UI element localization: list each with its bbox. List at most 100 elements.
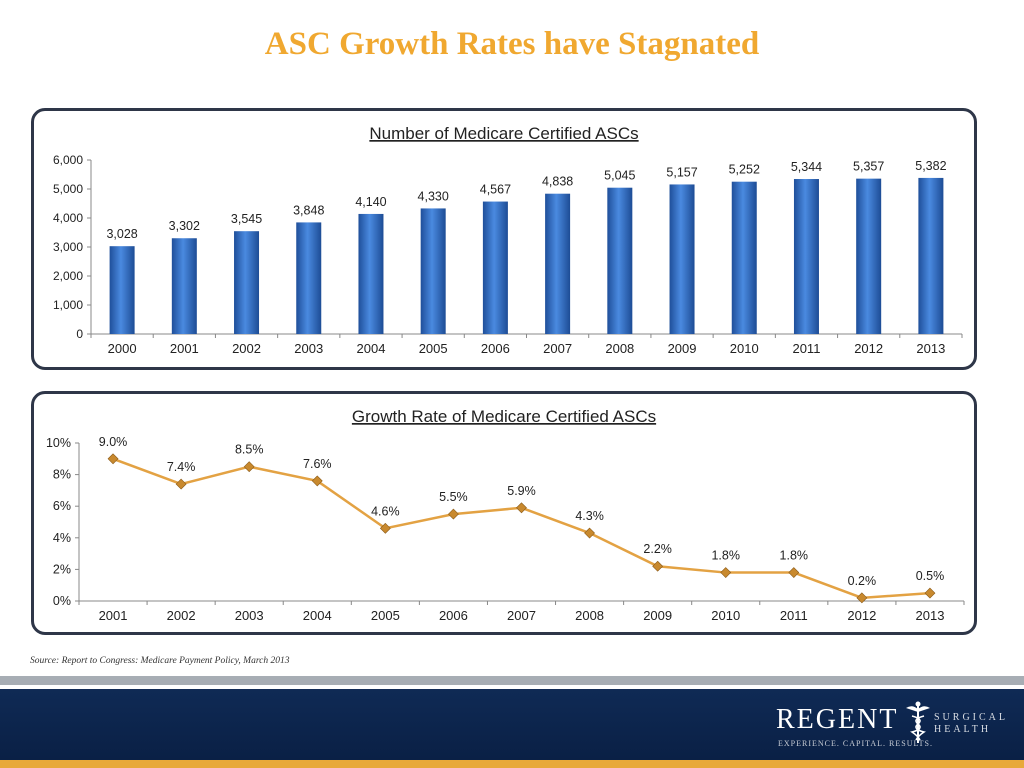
bar-x-tick-label: 2010	[730, 341, 759, 356]
bar-x-tick-label: 2007	[543, 341, 572, 356]
bar-2000	[109, 246, 135, 334]
line-x-tick-label: 2012	[847, 608, 876, 623]
line-y-tick-label: 0%	[53, 594, 71, 608]
bar-2011	[793, 179, 819, 334]
line-value-label: 2.2%	[643, 542, 672, 556]
bar-value-label: 4,838	[542, 175, 573, 189]
bar-2009	[669, 184, 695, 334]
bar-2002	[234, 231, 260, 334]
bar-x-tick-label: 2002	[232, 341, 261, 356]
line-point-2009	[652, 560, 664, 572]
bar-y-tick-label: 5,000	[53, 182, 83, 196]
bar-value-label: 5,252	[729, 163, 760, 177]
line-value-label: 5.9%	[507, 484, 536, 498]
line-value-label: 7.4%	[167, 460, 196, 474]
line-x-tick-label: 2001	[99, 608, 128, 623]
bar-value-label: 3,302	[169, 219, 200, 233]
bar-value-label: 5,382	[915, 159, 946, 173]
bar-2004	[358, 213, 384, 334]
line-value-label: 4.6%	[371, 504, 400, 518]
line-x-tick-label: 2002	[167, 608, 196, 623]
bar-x-tick-label: 2013	[916, 341, 945, 356]
footer-white-strip	[0, 685, 1024, 689]
bar-value-label: 4,140	[355, 195, 386, 209]
bar-y-tick-label: 2,000	[53, 269, 83, 283]
bar-2006	[482, 201, 508, 334]
line-point-2001	[107, 453, 119, 465]
bar-2005	[420, 208, 446, 334]
line-point-2012	[856, 592, 868, 604]
bar-x-tick-label: 2006	[481, 341, 510, 356]
line-point-2008	[584, 527, 596, 539]
footer-band	[0, 689, 1024, 760]
logo-health: HEALTH	[934, 724, 992, 735]
line-value-label: 4.3%	[575, 509, 604, 523]
line-value-label: 0.5%	[916, 569, 945, 583]
bar-y-tick-label: 6,000	[53, 153, 83, 167]
bar-2010	[731, 181, 757, 334]
line-x-tick-label: 2003	[235, 608, 264, 623]
line-x-tick-label: 2006	[439, 608, 468, 623]
line-y-tick-label: 8%	[53, 468, 71, 482]
line-point-2005	[379, 522, 391, 534]
line-y-tick-label: 6%	[53, 499, 71, 513]
line-value-label: 1.8%	[711, 549, 740, 563]
footer-gray-strip	[0, 676, 1024, 685]
source-note: Source: Report to Congress: Medicare Pay…	[30, 656, 290, 666]
bar-value-label: 5,045	[604, 169, 635, 183]
bar-value-label: 5,344	[791, 160, 822, 174]
bar-chart-title: Number of Medicare Certified ASCs	[369, 124, 638, 143]
bar-2013	[918, 177, 944, 334]
bar-x-tick-label: 2000	[108, 341, 137, 356]
line-chart: Growth Rate of Medicare Certified ASCs 0%…	[46, 407, 965, 623]
line-x-tick-label: 2005	[371, 608, 400, 623]
line-x-tick-label: 2010	[711, 608, 740, 623]
slide-title: ASC Growth Rates have Stagnated	[264, 26, 760, 62]
bar-x-tick-label: 2004	[357, 341, 386, 356]
line-x-tick-label: 2008	[575, 608, 604, 623]
regent-logo: REGENT SURGICAL HEALTH EXPERIENCE. CAPIT…	[776, 698, 1006, 754]
caduceus-icon	[906, 701, 930, 743]
line-y-tick-label: 2%	[53, 562, 71, 576]
bar-value-label: 4,567	[480, 183, 511, 197]
growth-rate-line	[112, 457, 931, 600]
footer-gold-strip	[0, 760, 1024, 768]
line-value-label: 8.5%	[235, 443, 264, 457]
bar-x-tick-label: 2001	[170, 341, 199, 356]
bar-value-label: 5,157	[666, 165, 697, 179]
line-x-tick-label: 2013	[916, 608, 945, 623]
bar-value-label: 4,330	[418, 189, 449, 203]
line-point-2006	[447, 508, 459, 520]
line-value-label: 9.0%	[99, 435, 128, 449]
bar-y-tick-label: 0	[76, 327, 83, 341]
line-value-label: 7.6%	[303, 457, 332, 471]
line-x-tick-label: 2009	[643, 608, 672, 623]
line-x-tick-label: 2004	[303, 608, 332, 623]
bar-x-tick-label: 2003	[294, 341, 323, 356]
bar-x-tick-label: 2008	[605, 341, 634, 356]
bar-2012	[856, 178, 882, 334]
bar-2008	[607, 187, 633, 334]
bar-x-tick-label: 2012	[854, 341, 883, 356]
bar-value-label: 3,848	[293, 203, 324, 217]
line-point-2007	[516, 502, 527, 514]
line-point-2003	[243, 461, 255, 473]
line-value-label: 1.8%	[780, 549, 809, 563]
bar-value-label: 5,357	[853, 160, 884, 174]
bar-2003	[296, 222, 322, 334]
line-x-tick-label: 2011	[780, 608, 808, 623]
line-point-2010	[720, 567, 732, 578]
line-point-2002	[175, 478, 187, 490]
bar-chart-panel: Number of Medicare Certified ASCs 0 1,000 2…	[31, 108, 977, 370]
line-point-2011	[788, 567, 800, 578]
line-y-tick-label: 10%	[46, 436, 71, 450]
bar-x-tick-label: 2011	[792, 341, 820, 356]
logo-tagline: EXPERIENCE. CAPITAL. RESULTS.	[778, 739, 933, 748]
bar-x-tick-label: 2009	[668, 341, 697, 356]
bar-y-tick-label: 4,000	[53, 211, 83, 225]
bar-x-tick-label: 2005	[419, 341, 448, 356]
line-point-2004	[311, 475, 323, 487]
line-x-tick-label: 2007	[507, 608, 536, 623]
logo-wordmark: REGENT	[776, 704, 899, 735]
bar-value-label: 3,028	[106, 227, 137, 241]
